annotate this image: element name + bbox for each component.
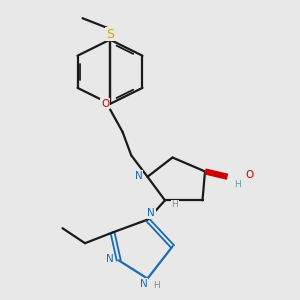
Text: H: H [172,200,178,209]
Text: O: O [101,99,109,109]
Text: H: H [234,180,241,189]
Text: S: S [106,28,114,41]
Text: N: N [140,279,148,289]
Text: N: N [147,208,155,218]
Text: O: O [246,169,254,180]
Text: N: N [135,171,142,181]
Text: H: H [153,280,160,290]
Text: N: N [106,254,114,264]
